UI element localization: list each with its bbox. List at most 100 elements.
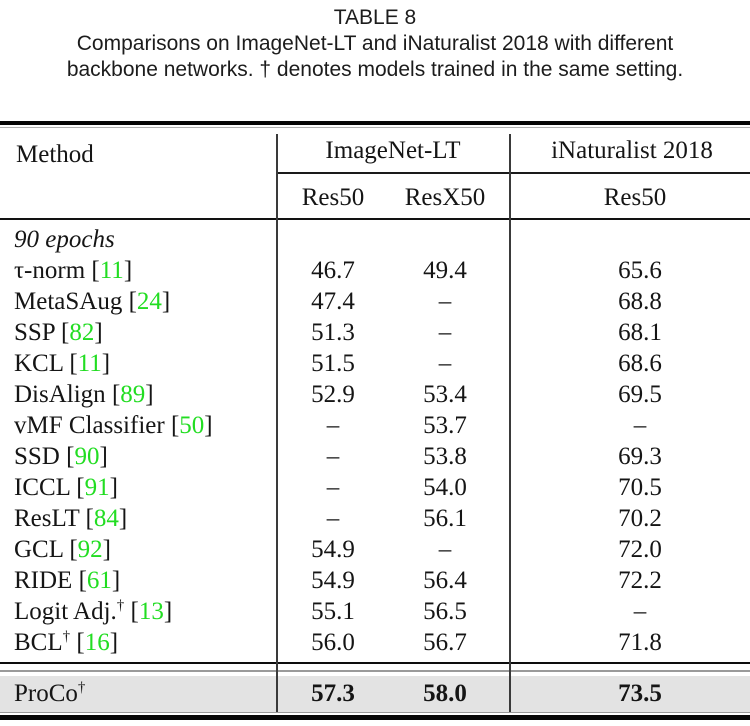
value-cell-imagenet-res50: 52.9 — [311, 381, 355, 408]
value-cell-inat-res50: – — [633, 598, 647, 625]
dagger-mark: † — [62, 628, 71, 645]
column-divider-1 — [276, 134, 278, 712]
method-cell: Logit Adj.† [13] — [14, 596, 172, 627]
citation-number: 16 — [84, 629, 110, 656]
value-cell-imagenet-resx50: 56.1 — [423, 505, 467, 532]
method-name: ProCo — [14, 680, 78, 707]
table-top-rule-shadow — [0, 127, 750, 128]
citation-number: 91 — [84, 474, 110, 501]
pre-highlight-rule — [0, 662, 750, 664]
citation-number: 84 — [93, 505, 119, 532]
citation-bracket-open: [ — [79, 505, 94, 532]
value-cell-imagenet-resx50: – — [438, 536, 452, 563]
table-row: BCL† [16] 56.0 56.7 71.8 — [0, 627, 750, 658]
dagger-mark: † — [77, 679, 86, 696]
value-cell-imagenet-resx50: 49.4 — [423, 257, 467, 284]
value-cell-inat-res50: 73.5 — [618, 680, 662, 707]
citation-number: 89 — [120, 381, 146, 408]
table-row: SSP [82] 51.3 – 68.1 — [0, 317, 750, 348]
citation-bracket-open: [ — [122, 288, 137, 315]
value-cell-imagenet-resx50: – — [438, 319, 452, 346]
citation-bracket-open: [ — [70, 629, 85, 656]
value-cell-inat-res50: 69.5 — [618, 381, 662, 408]
value-cell-imagenet-resx50: 54.0 — [423, 474, 467, 501]
citation-number: 11 — [77, 350, 102, 377]
citation-number: 24 — [136, 288, 162, 315]
table-row: GCL [92] 54.9 – 72.0 — [0, 534, 750, 565]
value-cell-imagenet-res50: 46.7 — [311, 257, 355, 284]
method-cell: SSP [82] — [14, 317, 103, 348]
table-row: MetaSAug [24] 47.4 – 68.8 — [0, 286, 750, 317]
column-header-method: Method — [16, 141, 94, 168]
table-caption: TABLE 8 Comparisons on ImageNet-LT and i… — [0, 5, 750, 83]
method-name: τ-norm — [14, 257, 86, 284]
method-cell: ResLT [84] — [14, 503, 127, 534]
value-cell-inat-res50: 70.5 — [618, 474, 662, 501]
value-cell-inat-res50: 70.2 — [618, 505, 662, 532]
method-name: 90 epochs — [14, 226, 115, 253]
citation-number: 90 — [74, 443, 100, 470]
citation-bracket-close: ] — [161, 288, 171, 315]
method-name: BCL — [14, 629, 63, 656]
citation-bracket-open: [ — [63, 536, 78, 563]
table-row: vMF Classifier [50] – 53.7 – — [0, 410, 750, 441]
value-cell-imagenet-resx50: – — [438, 288, 452, 315]
method-name: SSP — [14, 319, 55, 346]
citation-bracket-open: [ — [54, 319, 70, 346]
table-row: Logit Adj.† [13] 55.1 56.5 – — [0, 596, 750, 627]
table-bottom-rule-shadow — [0, 712, 750, 713]
value-cell-imagenet-res50: 54.9 — [311, 567, 355, 594]
citation-bracket-close: ] — [99, 443, 108, 470]
method-cell: GCL [92] — [14, 534, 111, 565]
citation-bracket-close: ] — [101, 350, 111, 377]
header-group-underline — [277, 172, 750, 174]
citation-number: 61 — [86, 567, 112, 594]
value-cell-imagenet-res50: – — [326, 505, 340, 532]
citation-number: 11 — [99, 257, 124, 284]
dagger-mark: † — [116, 597, 125, 614]
method-cell: ProCo† — [14, 676, 85, 712]
method-name: DisAlign — [14, 381, 106, 408]
citation-bracket-open: [ — [59, 443, 75, 470]
subheader-imagenet-resx50: ResX50 — [404, 184, 486, 211]
table-row: ICCL [91] – 54.0 70.5 — [0, 472, 750, 503]
method-name: ICCL — [14, 474, 71, 501]
caption-line-1: Comparisons on ImageNet-LT and iNaturali… — [76, 32, 674, 55]
value-cell-imagenet-resx50: 53.4 — [423, 381, 467, 408]
value-cell-imagenet-resx50: 56.7 — [423, 629, 467, 656]
value-cell-inat-res50: – — [633, 412, 647, 439]
citation-number: 92 — [77, 536, 103, 563]
citation-bracket-close: ] — [111, 567, 121, 594]
subheader-imagenet-res50: Res50 — [301, 184, 365, 211]
value-cell-imagenet-res50: 56.0 — [311, 629, 355, 656]
value-cell-imagenet-res50: 47.4 — [311, 288, 355, 315]
citation-bracket-close: ] — [123, 257, 133, 284]
group-header-imagenet-lt: ImageNet-LT — [325, 137, 461, 164]
value-cell-inat-res50: 65.6 — [618, 257, 662, 284]
citation-bracket-close: ] — [109, 474, 118, 501]
value-cell-imagenet-resx50: 56.4 — [423, 567, 467, 594]
table-number-label: TABLE 8 — [333, 6, 417, 29]
citation-bracket-open: [ — [105, 381, 121, 408]
citation-number: 13 — [138, 598, 164, 625]
value-cell-imagenet-resx50: 58.0 — [423, 680, 467, 707]
citation-bracket-close: ] — [94, 319, 103, 346]
value-cell-imagenet-res50: 51.5 — [311, 350, 355, 377]
value-cell-inat-res50: 72.2 — [618, 567, 662, 594]
value-cell-imagenet-resx50: 53.7 — [423, 412, 467, 439]
method-cell: RIDE [61] — [14, 565, 120, 596]
citation-number: 50 — [179, 412, 205, 439]
table-row: RIDE [61] 54.9 56.4 72.2 — [0, 565, 750, 596]
method-name: RIDE — [14, 567, 73, 594]
value-cell-inat-res50: 72.0 — [618, 536, 662, 563]
citation-bracket-open: [ — [85, 257, 100, 284]
value-cell-imagenet-res50: 51.3 — [311, 319, 355, 346]
value-cell-imagenet-resx50: 53.8 — [423, 443, 467, 470]
method-cell: 90 epochs — [14, 224, 115, 255]
citation-number: 82 — [69, 319, 95, 346]
value-cell-inat-res50: 68.6 — [618, 350, 662, 377]
value-cell-inat-res50: 68.8 — [618, 288, 662, 315]
method-name: Logit Adj. — [14, 598, 117, 625]
citation-bracket-open: [ — [63, 350, 78, 377]
